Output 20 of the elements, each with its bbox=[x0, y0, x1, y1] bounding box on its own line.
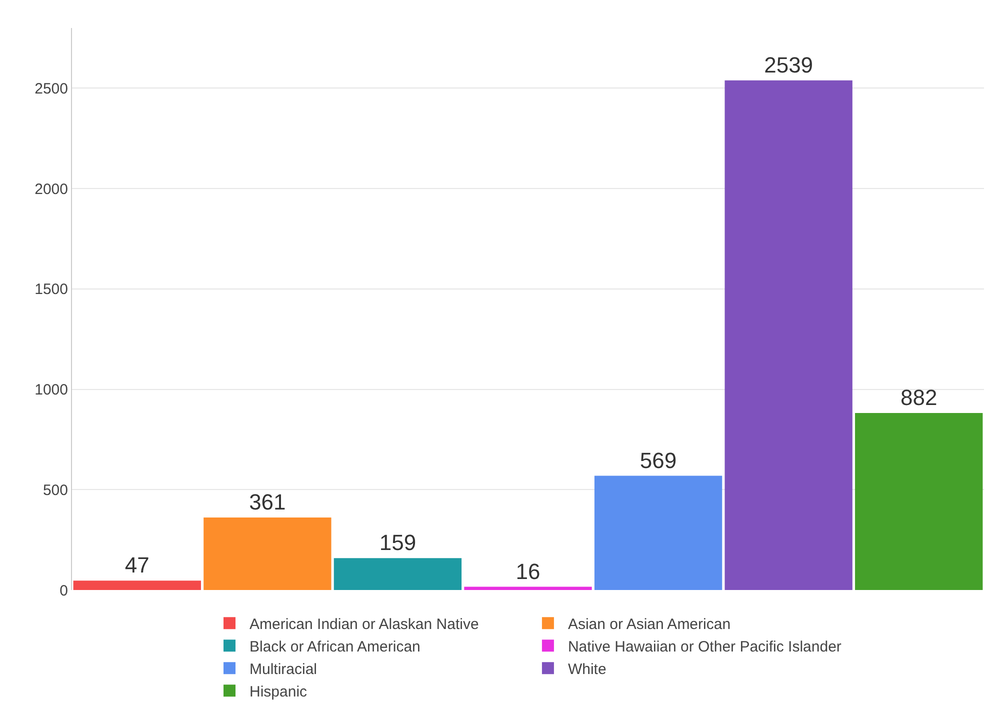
legend-label: Hispanic bbox=[250, 683, 308, 700]
y-tick-label: 2500 bbox=[34, 80, 68, 98]
data-label: 569 bbox=[640, 448, 677, 473]
data-label: 2539 bbox=[764, 52, 814, 78]
data-label: 882 bbox=[900, 384, 938, 410]
data-label: 159 bbox=[379, 530, 416, 556]
legend-label: Black or African American bbox=[250, 638, 420, 656]
legend-label: Asian or Asian American bbox=[568, 616, 731, 633]
y-tick-label: 1000 bbox=[34, 382, 68, 399]
legend-label: White bbox=[568, 660, 606, 678]
y-tick-label: 500 bbox=[42, 482, 68, 499]
data-label: 47 bbox=[124, 552, 150, 578]
legend-label: Multiracial bbox=[250, 660, 318, 678]
data-label: 16 bbox=[516, 558, 540, 584]
legend-label: American Indian or Alaskan Native bbox=[250, 616, 479, 633]
data-label: 361 bbox=[249, 490, 286, 515]
legend-label: Native Hawaiian or Other Pacific Islander bbox=[568, 638, 842, 656]
y-tick-label: 1500 bbox=[34, 281, 68, 298]
y-tick-label: 0 bbox=[60, 582, 68, 600]
y-tick-label: 2000 bbox=[34, 180, 68, 198]
